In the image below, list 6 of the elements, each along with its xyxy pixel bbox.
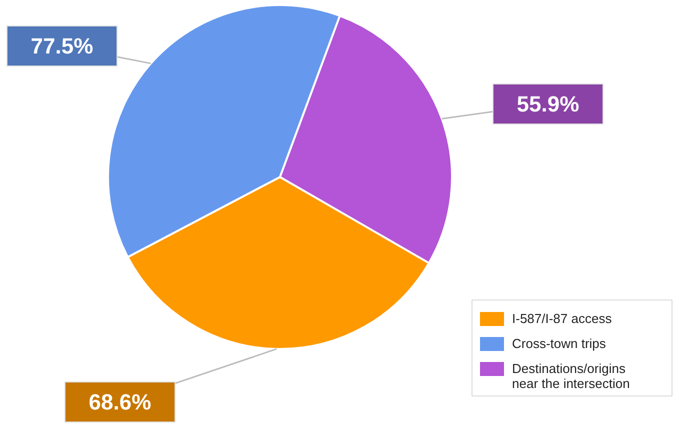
legend-label: I-587/I-87 access <box>512 311 612 326</box>
data-label: 77.5% <box>30 34 94 58</box>
legend-label: Destinations/origins near the intersection <box>512 361 630 391</box>
data-label: 55.9% <box>516 92 580 116</box>
data-label: 68.6% <box>88 390 152 414</box>
legend-label: Cross-town trips <box>512 336 606 351</box>
